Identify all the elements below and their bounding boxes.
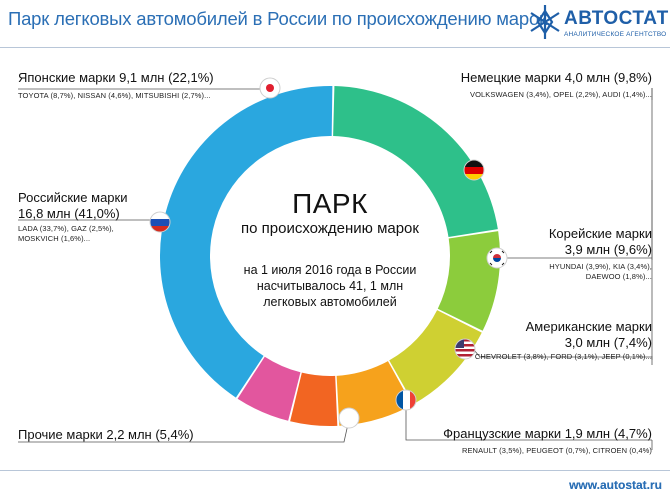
donut-segment-5 (290, 372, 338, 426)
chart-title: Парк легковых автомобилей в России по пр… (8, 8, 547, 29)
label-korea-title: Корейские марки (548, 226, 652, 241)
donut-segment-7 (160, 86, 333, 398)
donut-segment-3 (389, 310, 482, 404)
germany-flag-icon (463, 159, 485, 181)
label-korea-brands-1: HYUNDAI (3,9%), KIA (3,4%), (549, 262, 652, 271)
logo-name: АВТОСТАТ (564, 8, 669, 29)
center-note: на 1 июля 2016 года в России насчитывало… (225, 262, 435, 310)
label-usa-title: Американские марки (525, 319, 652, 334)
autostat-logo: АВТОСТАТ АНАЛИТИЧЕСКОЕ АГЕНТСТВО (528, 2, 669, 46)
label-other-title: Прочие марки 2,2 млн (5,4%) (18, 427, 194, 442)
russia-flag-icon (149, 211, 171, 233)
center-note-line-3: легковых автомобилей (263, 295, 397, 309)
japan-flag-icon (259, 77, 281, 99)
donut-segment-6 (237, 356, 301, 421)
leader-france (405, 400, 652, 441)
footer-url-text: www.autostat.ru (569, 478, 662, 492)
donut-segment-2 (437, 231, 500, 331)
center-note-line-1: на 1 июля 2016 года в России (243, 263, 417, 277)
center-title: ПАРК (292, 188, 368, 219)
center-note-line-2: насчитывалось 41, 1 млн (256, 279, 404, 293)
france-flag-icon (395, 389, 417, 411)
label-korea-value: 3,9 млн (9,6%) (564, 242, 652, 257)
donut-segment-4 (336, 361, 413, 426)
label-germany-title: Немецкие марки 4,0 млн (9,8%) (460, 70, 652, 85)
label-france-title: Французские марки 1,9 млн (4,7%) (443, 426, 652, 441)
leader-other (18, 423, 349, 443)
label-korea-brands-2: DAEWOO (1,8%)... (585, 272, 652, 281)
label-usa-value: 3,0 млн (7,4%) (564, 335, 652, 350)
other-dot-icon (338, 407, 360, 429)
logo-snowflake-icon (530, 5, 560, 39)
label-russia-title: Российские марки (18, 190, 128, 205)
label-japan-title: Японские марки 9,1 млн (22,1%) (18, 70, 214, 85)
logo-subtitle: АНАЛИТИЧЕСКОЕ АГЕНТСТВО (564, 31, 667, 38)
korea-flag-icon (486, 247, 508, 269)
leader-usa (473, 349, 652, 358)
header-divider (0, 47, 670, 48)
label-germany-brands: VOLKSWAGEN (3,4%), OPEL (2,2%), AUDI (1,… (469, 90, 652, 99)
footer-divider (0, 470, 670, 471)
label-france-brands: RENAULT (3,5%), PEUGEOT (0,7%), CITROEN … (461, 446, 652, 455)
footer-url: www.autostat.ru (569, 478, 662, 492)
donut-segment-1 (333, 86, 498, 238)
label-russia-value: 16,8 млн (41,0%) (18, 206, 120, 221)
label-russia-brands-1: LADA (33,7%), GAZ (2,5%), (18, 224, 114, 233)
label-japan-brands: TOYOTA (8,7%), NISSAN (4,6%), MITSUBISHI… (18, 91, 211, 100)
label-usa-brands: CHEVROLET (3,8%), FORD (3,1%), JEEP (0,1… (474, 352, 652, 361)
center-subtitle: по происхождению марок (241, 220, 419, 237)
usa-flag-icon (454, 338, 476, 360)
label-russia-brands-2: MOSKVICH (1,6%)... (18, 234, 91, 243)
